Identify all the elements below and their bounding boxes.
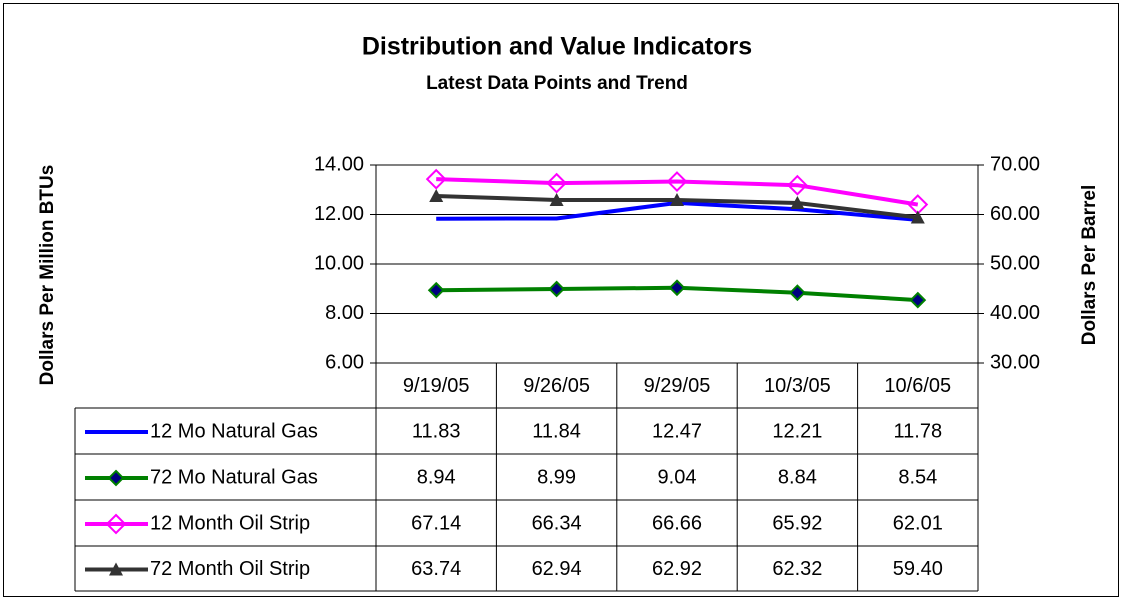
marker — [668, 279, 686, 297]
chart-subtitle: Latest Data Points and Trend — [426, 73, 688, 94]
chart-border — [3, 3, 1119, 597]
legend-label: 72 Mo Natural Gas — [150, 466, 318, 488]
table-value: 11.84 — [532, 420, 581, 442]
table-value: 65.92 — [772, 512, 822, 534]
table-value: 12.21 — [772, 420, 822, 442]
marker — [788, 284, 806, 302]
legend-label: 12 Month Oil Strip — [150, 512, 310, 534]
y-axis-label: Dollars Per Million BTUs — [37, 165, 58, 386]
y-tick-label: 6.00 — [325, 351, 364, 373]
y2-tick-label: 30.00 — [990, 351, 1040, 373]
table-value: 8.84 — [778, 466, 817, 488]
marker — [790, 196, 805, 210]
table-value: 62.94 — [532, 558, 582, 580]
y-tick-label: 10.00 — [314, 252, 364, 274]
x-tick-label: 9/26/05 — [523, 375, 590, 397]
y-tick-label: 8.00 — [325, 302, 364, 324]
table-value: 67.14 — [411, 512, 461, 534]
table-value: 12.47 — [652, 420, 702, 442]
marker — [546, 172, 568, 194]
marker — [107, 469, 125, 487]
table-value: 66.34 — [532, 512, 582, 534]
table-value: 62.01 — [893, 512, 943, 534]
marker — [909, 291, 927, 309]
table-value: 8.94 — [417, 466, 456, 488]
legend-label: 72 Month Oil Strip — [150, 558, 310, 580]
table-value: 9.04 — [658, 466, 697, 488]
y2-tick-label: 60.00 — [990, 203, 1040, 225]
y-tick-label: 14.00 — [314, 153, 364, 175]
table-value: 62.92 — [652, 558, 702, 580]
legend-label: 12 Mo Natural Gas — [150, 420, 318, 442]
x-tick-label: 9/29/05 — [644, 375, 711, 397]
x-tick-label: 10/6/05 — [884, 375, 951, 397]
table-value: 11.78 — [894, 420, 943, 442]
table-value: 8.99 — [537, 466, 576, 488]
marker — [549, 192, 564, 206]
x-tick-label: 10/3/05 — [764, 375, 831, 397]
marker — [786, 174, 808, 196]
table-value: 59.40 — [893, 558, 943, 580]
marker — [105, 513, 127, 535]
marker — [666, 171, 688, 192]
table-value: 62.32 — [772, 558, 822, 580]
table-value: 63.74 — [411, 558, 461, 580]
y-tick-label: 12.00 — [314, 203, 364, 225]
x-tick-label: 9/19/05 — [403, 375, 470, 397]
series-line — [436, 177, 919, 207]
table-value: 8.54 — [898, 466, 937, 488]
marker — [429, 188, 444, 202]
marker — [910, 210, 925, 224]
table-value: 66.66 — [652, 512, 702, 534]
y2-tick-label: 40.00 — [990, 302, 1040, 324]
marker — [670, 193, 684, 207]
marker — [425, 168, 447, 190]
marker — [109, 562, 123, 576]
y2-tick-label: 50.00 — [990, 252, 1040, 274]
table-value: 11.83 — [412, 420, 461, 442]
marker — [427, 281, 445, 299]
marker — [548, 280, 566, 298]
y2-axis-label: Dollars Per Barrel — [1079, 185, 1100, 346]
chart-title: Distribution and Value Indicators — [362, 33, 752, 61]
y2-tick-label: 70.00 — [990, 153, 1040, 175]
